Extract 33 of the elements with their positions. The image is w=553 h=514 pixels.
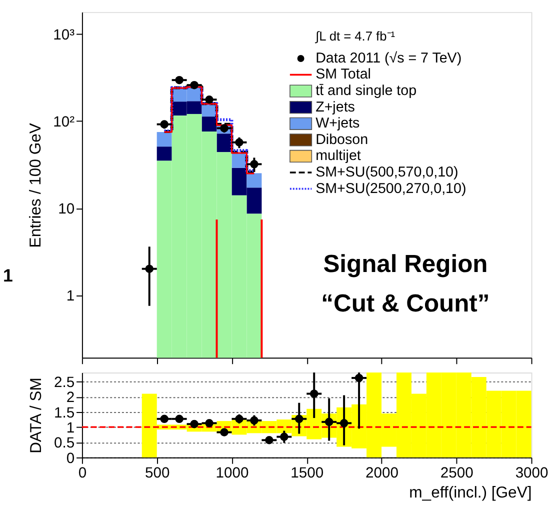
x-tick-label: 2500 <box>440 466 474 482</box>
legend-label: tt̄ and single top <box>316 83 417 100</box>
legend-label: SM+SU(2500,270,0,10) <box>316 180 466 197</box>
y-tick-label: 2.5 <box>54 375 75 392</box>
annotation: Signal Region <box>323 250 488 278</box>
x-tick-label: 3000 <box>515 466 548 482</box>
legend-label: multijet <box>316 148 361 164</box>
legend-label: Data 2011 (√s = 7 TeV) <box>316 50 462 66</box>
y-tick-label: 10² <box>53 114 75 131</box>
legend-label: SM Total <box>316 66 371 83</box>
y-tick-label: 10 <box>58 202 75 218</box>
legend-label: Diboson <box>316 132 368 148</box>
legend-label: SM+SU(500,570,0,10) <box>316 164 458 180</box>
x-axis-title: m_eff(incl.) [GeV] <box>409 484 532 502</box>
y-tick-label: 1 <box>66 420 75 437</box>
annotation: “Cut & Count” <box>321 290 490 318</box>
y-axis-title: Entries / 100 GeV <box>27 122 44 248</box>
y-axis-title: DATA / SM <box>28 378 46 454</box>
text: 1 <box>2 266 13 286</box>
annotation: ∫L dt = 4.7 fb⁻¹ <box>314 28 396 44</box>
legend-label: W+jets <box>316 116 360 132</box>
legend-label: Z+jets <box>316 99 355 116</box>
x-tick-label: 500 <box>144 466 170 482</box>
x-tick-label: 0 <box>78 466 87 482</box>
y-tick-label: 2 <box>66 390 75 406</box>
y-tick-label: 1 <box>66 288 75 304</box>
x-tick-label: 1500 <box>290 466 324 482</box>
y-tick-label: 10³ <box>53 28 75 44</box>
y-tick-label: 0 <box>66 450 75 467</box>
y-tick-label: 1.5 <box>54 405 75 422</box>
x-tick-label: 2000 <box>366 466 398 482</box>
x-tick-label: 1000 <box>216 466 249 482</box>
y-tick-label: 0.5 <box>54 436 75 452</box>
